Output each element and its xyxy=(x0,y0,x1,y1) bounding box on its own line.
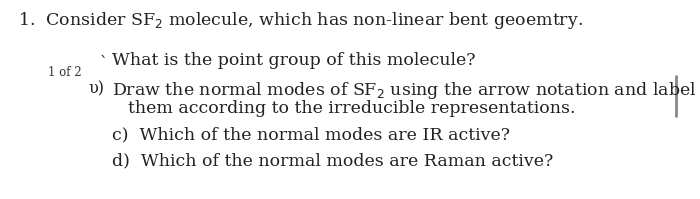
Text: d)  Which of the normal modes are Raman active?: d) Which of the normal modes are Raman a… xyxy=(112,152,553,169)
Text: 1.  Consider SF$_2$ molecule, which has non-linear bent geoemtry.: 1. Consider SF$_2$ molecule, which has n… xyxy=(18,10,583,31)
Text: c)  Which of the normal modes are IR active?: c) Which of the normal modes are IR acti… xyxy=(112,126,510,143)
Text: υ): υ) xyxy=(88,80,104,97)
Text: 1 of 2: 1 of 2 xyxy=(48,66,82,79)
Text: Draw the normal modes of SF$_2$ using the arrow notation and label: Draw the normal modes of SF$_2$ using th… xyxy=(112,80,696,101)
Text: What is the point group of this molecule?: What is the point group of this molecule… xyxy=(112,52,475,69)
Text: `: ` xyxy=(100,55,108,72)
Text: them according to the irreducible representations.: them according to the irreducible repres… xyxy=(128,100,575,117)
